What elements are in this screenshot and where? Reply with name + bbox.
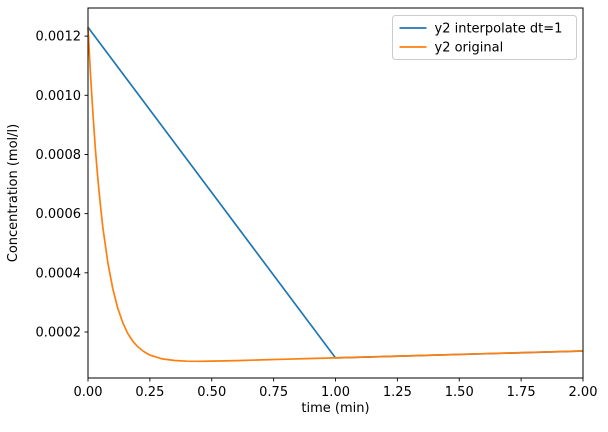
y-tick-label: 0.0006 bbox=[36, 207, 82, 222]
x-tick-label: 0.25 bbox=[135, 385, 164, 400]
x-tick-label: 1.25 bbox=[383, 385, 412, 400]
ticks-layer: 0.00 0.25 0.50 0.75 1.00 1.25 1.50 1.75 2.00 0.00… bbox=[36, 30, 598, 400]
axes-frame bbox=[87, 7, 584, 379]
y-tick-label: 0.0012 bbox=[36, 30, 82, 45]
y-tick-label: 0.0004 bbox=[36, 266, 82, 281]
x-tick-label: 1.50 bbox=[445, 385, 474, 400]
series-line-y2-original bbox=[87, 27, 584, 363]
legend-entry-label: y2 interpolate dt=1 bbox=[435, 22, 563, 37]
series-layer bbox=[87, 26, 584, 363]
y-tick-label: 0.0008 bbox=[36, 148, 82, 163]
legend-entry-label: y2 original bbox=[435, 41, 504, 56]
x-tick-label: 0.75 bbox=[259, 385, 288, 400]
legend: y2 interpolate dt=1 y2 original bbox=[392, 15, 577, 60]
x-tick-label: 0.50 bbox=[197, 385, 226, 400]
series-line-y2-interpolate-dt-1 bbox=[87, 26, 584, 359]
x-tick-label: 1.00 bbox=[321, 385, 350, 400]
y-tick-label: 0.0002 bbox=[36, 325, 82, 340]
x-axis-label: time (min) bbox=[301, 401, 369, 416]
x-tick-label: 0.00 bbox=[74, 385, 103, 400]
legend-box bbox=[392, 15, 577, 60]
x-tick-label: 1.75 bbox=[507, 385, 536, 400]
y-axis-label: Concentration (mol/l) bbox=[6, 124, 21, 262]
y-tick-label: 0.0010 bbox=[36, 89, 82, 104]
x-tick-label: 2.00 bbox=[569, 385, 598, 400]
